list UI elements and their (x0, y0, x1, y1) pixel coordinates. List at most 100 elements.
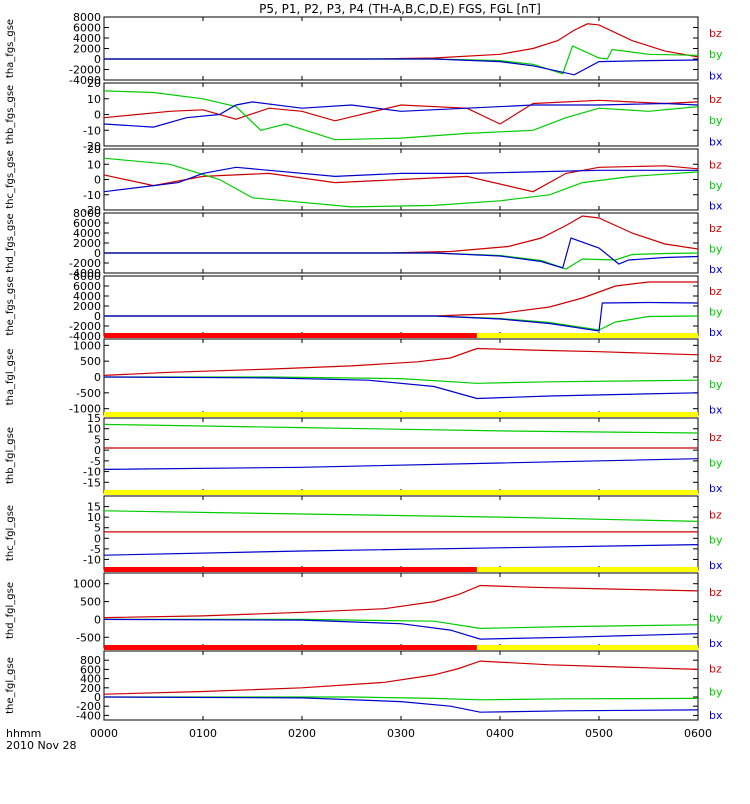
y-tick-label: -15 (83, 476, 101, 489)
y-tick-label: 0 (94, 109, 101, 122)
panel-frame (103, 82, 699, 147)
legend-bx: bx (709, 482, 723, 495)
legend-bz: bz (709, 586, 722, 599)
series-bx-line (104, 618, 698, 640)
panel-ylabel: the_fgs_gse (5, 276, 16, 335)
panel-frame (103, 275, 699, 337)
y-tick-label: -4000 (69, 74, 101, 87)
series-bx-line (104, 544, 698, 556)
y-tick-label: -5 (90, 455, 101, 468)
legend-bz: bz (709, 285, 722, 298)
legend-by: by (709, 686, 723, 699)
panel-ylabel: thb_fgl_gse (5, 427, 16, 484)
y-tick-label: 2000 (73, 300, 101, 313)
legend-bz: bz (709, 509, 722, 522)
panel-thb_fgs_gse: -20 -10 0 10 20 thb_fgs_gse bz by bx (5, 77, 723, 153)
y-tick-label: -10 (83, 124, 101, 137)
series-bx-line (104, 237, 698, 269)
legend-bx: bx (709, 136, 723, 149)
y-tick-label: 0 (94, 371, 101, 384)
series-bx-line (104, 696, 698, 713)
series-bz-line (104, 99, 698, 125)
y-tick-label: 6000 (73, 280, 101, 293)
series-bz-line (104, 584, 698, 619)
status-bar-segment (104, 645, 477, 650)
x-axis: 0000 0100 0200 0300 0400 0500 0600 (90, 727, 712, 740)
y-tick-label: 10 (87, 511, 101, 524)
x-tick-label: 0400 (486, 727, 514, 740)
y-tick-label: 8000 (73, 270, 101, 283)
y-tick-label: -20 (83, 140, 101, 153)
legend-by: by (709, 456, 723, 469)
panel-ylabel: the_fgl_gse (5, 657, 16, 714)
y-tick-label: 1000 (73, 339, 101, 352)
legend-by: by (709, 534, 723, 547)
y-tick-label: 500 (80, 355, 101, 368)
series-bx-line (104, 166, 698, 193)
y-tick-label: 800 (80, 654, 101, 667)
y-tick-label: -400 (76, 709, 101, 722)
date-label: 2010 Nov 28 (6, 739, 76, 752)
legend-bx: bx (709, 637, 723, 650)
y-tick-label: -10 (83, 189, 101, 202)
y-tick-label: 0 (94, 247, 101, 260)
status-bar-segment (104, 490, 698, 495)
status-bar-segment (476, 645, 698, 650)
legend-bx: bx (709, 709, 723, 722)
legend-bz: bz (709, 27, 722, 40)
y-tick-label: 500 (80, 596, 101, 609)
x-tick-label: 0300 (387, 727, 415, 740)
status-bar-segment (104, 567, 477, 572)
legend-bz: bz (709, 93, 722, 106)
series-by-line (104, 90, 698, 141)
panel-ylabel: thc_fgl_gse (5, 505, 16, 561)
panel-frame (103, 650, 699, 721)
status-bar-segment (476, 333, 698, 338)
legend-bz: bz (709, 222, 722, 235)
series-bx-line (104, 301, 698, 332)
legend-by: by (709, 179, 723, 192)
y-tick-label: 6000 (73, 22, 101, 35)
legend-bz: bz (709, 158, 722, 171)
y-tick-label: 0 (94, 174, 101, 187)
legend-bx: bx (709, 263, 723, 276)
x-tick-label: 0000 (90, 727, 118, 740)
series-bz-line (104, 23, 698, 60)
panel-thd_fgl_gse: -500 0 500 1000 thd_fgl_gse bz by bx (5, 567, 723, 650)
series-bz-line (104, 281, 698, 317)
legend-bx: bx (709, 404, 723, 417)
panel-frame (103, 16, 699, 81)
legend-by: by (709, 611, 723, 624)
y-tick-label: 600 (80, 663, 101, 676)
series-by-line (104, 45, 698, 75)
y-tick-label: 4000 (73, 227, 101, 240)
y-tick-label: 10 (87, 423, 101, 436)
panel-ylabel: tha_fgl_gse (5, 349, 16, 406)
series-by-line (104, 423, 698, 434)
series-bx-line (104, 101, 698, 128)
y-tick-label: 200 (80, 682, 101, 695)
y-tick-label: 0 (94, 310, 101, 323)
y-tick-label: 1000 (73, 578, 101, 591)
y-tick-label: 8000 (73, 207, 101, 220)
y-tick-label: 400 (80, 673, 101, 686)
legend-by: by (709, 114, 723, 127)
series-bz-line (104, 347, 698, 376)
y-tick-label: -2000 (69, 320, 101, 333)
legend-by: by (709, 242, 723, 255)
series-bz-line (104, 165, 698, 193)
y-tick-label: 8000 (73, 11, 101, 24)
status-bar-segment (476, 567, 698, 572)
status-bar-segment (104, 412, 698, 417)
y-tick-label: -4000 (69, 267, 101, 280)
y-tick-label: -10 (83, 553, 101, 566)
series-by-line (104, 157, 698, 208)
legend-bx: bx (709, 326, 723, 339)
y-tick-label: 2000 (73, 237, 101, 250)
x-tick-label: 0500 (585, 727, 613, 740)
panel-frame (103, 495, 699, 571)
